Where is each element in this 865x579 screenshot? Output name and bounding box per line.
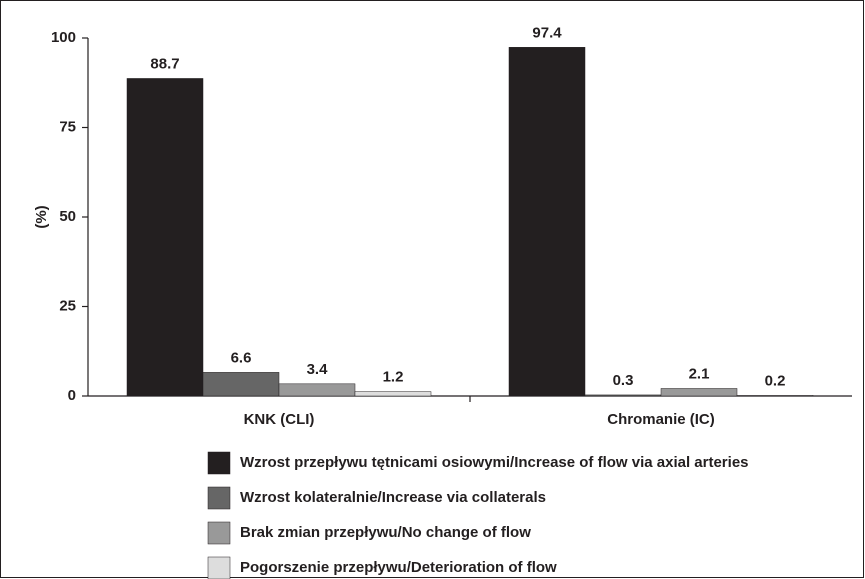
bar <box>354 391 432 397</box>
y-tick-label: 25 <box>59 297 76 314</box>
bar <box>278 383 356 397</box>
bar <box>126 78 204 397</box>
legend-label: Wzrost przepływu tętnicami osiowymi/Incr… <box>240 454 749 471</box>
data-label: 0.2 <box>765 372 786 389</box>
bar <box>736 395 814 397</box>
legend-swatch <box>207 451 231 475</box>
x-tick-label: KNK (CLI) <box>244 411 315 428</box>
data-label: 6.6 <box>231 349 252 366</box>
legend-label: Wzrost kolateralnie/Increase via collate… <box>240 489 546 506</box>
data-label: 88.7 <box>150 55 179 72</box>
data-label: 1.2 <box>383 369 404 386</box>
legend-swatch <box>207 556 231 579</box>
y-tick-label: 50 <box>59 208 76 225</box>
y-axis-label: (%) <box>33 205 50 228</box>
bar <box>202 372 280 397</box>
y-tick-label: 100 <box>51 29 76 46</box>
bar <box>584 394 662 397</box>
legend-swatch <box>207 486 231 510</box>
y-tick-label: 75 <box>59 118 76 135</box>
legend-label: Pogorszenie przepływu/Deterioration of f… <box>240 559 557 576</box>
legend-label: Brak zmian przepływu/No change of flow <box>240 524 531 541</box>
data-label: 97.4 <box>532 24 562 41</box>
bar <box>508 47 586 397</box>
data-label: 2.1 <box>689 365 710 382</box>
data-label: 0.3 <box>613 372 634 389</box>
bar <box>660 388 738 397</box>
x-tick-label: Chromanie (IC) <box>607 411 715 428</box>
y-tick-label: 0 <box>68 387 76 404</box>
data-label: 3.4 <box>307 361 329 378</box>
legend-swatch <box>207 521 231 545</box>
